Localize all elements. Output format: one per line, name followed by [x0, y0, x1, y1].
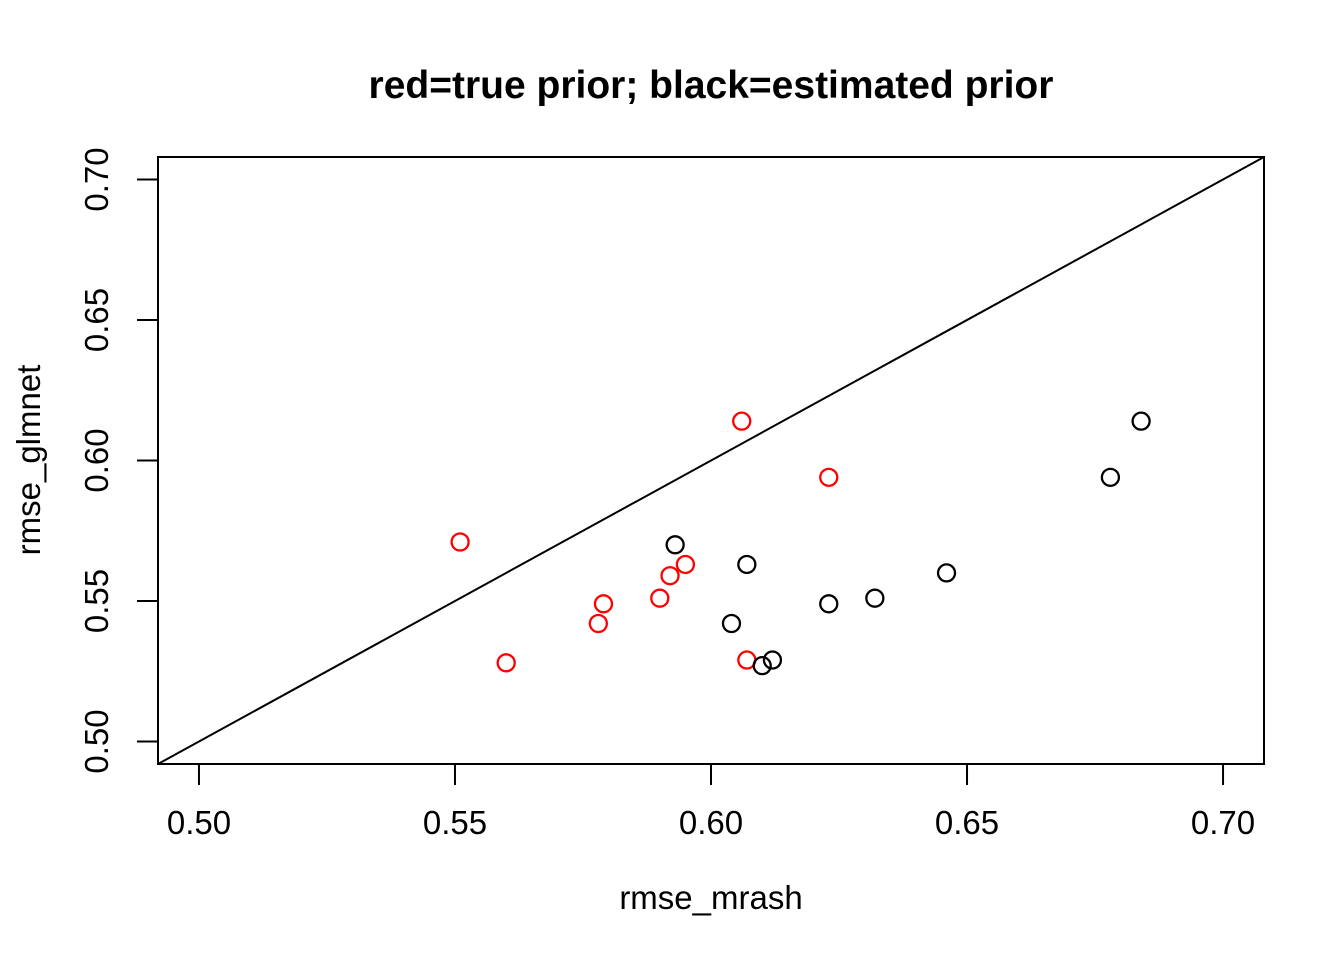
data-point-estimated-prior [665, 535, 685, 555]
data-point-estimated-prior [737, 554, 757, 575]
data-point-estimated-prior [936, 563, 957, 583]
data-point-true-prior [650, 588, 670, 608]
x-tick-label: 0.60 [679, 804, 743, 841]
data-point-estimated-prior [1100, 467, 1121, 488]
y-tick-label: 0.55 [78, 569, 115, 633]
data-point-estimated-prior [721, 613, 742, 634]
y-axis-title: rmse_glmnet [10, 365, 47, 556]
data-point-true-prior [450, 532, 470, 552]
data-points [450, 411, 1151, 676]
identity-line [157, 156, 1265, 765]
plot-title: red=true prior; black=estimated prior [369, 64, 1054, 107]
data-point-estimated-prior [865, 588, 885, 608]
data-point-true-prior [496, 653, 516, 673]
x-tick-label: 0.70 [1191, 804, 1255, 841]
data-point-true-prior [588, 613, 609, 634]
data-point-true-prior [819, 467, 839, 488]
data-point-true-prior [660, 566, 680, 586]
y-tick-label: 0.50 [78, 709, 115, 773]
data-point-estimated-prior [1131, 411, 1151, 431]
x-tick-label: 0.50 [167, 804, 231, 841]
data-point-estimated-prior [762, 650, 783, 670]
y-axis: 0.50 0.55 0.60 0.65 0.70 [78, 147, 157, 774]
x-axis-title: rmse_mrash [619, 879, 802, 916]
x-tick-label: 0.55 [423, 804, 487, 841]
plot-box [157, 156, 1265, 765]
x-tick-label: 0.65 [935, 804, 999, 841]
data-point-true-prior [593, 594, 614, 614]
y-tick-label: 0.60 [78, 428, 115, 492]
data-point-true-prior [675, 554, 696, 575]
data-point-true-prior [732, 411, 752, 431]
data-point-estimated-prior [819, 594, 839, 614]
x-axis: 0.50 0.55 0.60 0.65 0.70 [167, 765, 1255, 841]
data-point-estimated-prior [752, 655, 772, 676]
y-tick-label: 0.65 [78, 288, 115, 352]
y-tick-label: 0.70 [78, 147, 115, 211]
